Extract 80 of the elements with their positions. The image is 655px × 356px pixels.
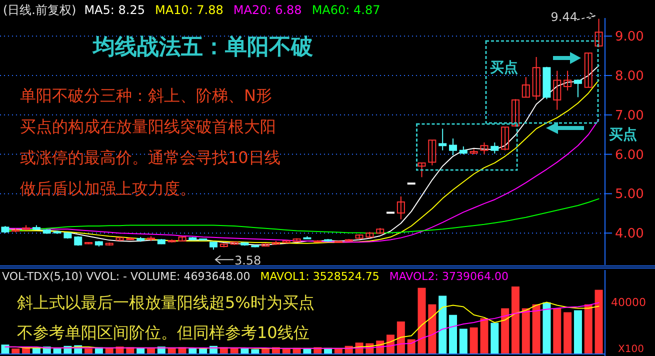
bar bbox=[303, 348, 312, 354]
bar bbox=[511, 286, 520, 354]
y-tick-label: 5.00 bbox=[615, 187, 644, 202]
candlestick bbox=[574, 78, 582, 98]
bar bbox=[230, 348, 238, 354]
bar bbox=[438, 296, 447, 354]
bar bbox=[168, 348, 176, 354]
candlestick bbox=[532, 56, 540, 100]
chart-subtitle: (日线.前复权) bbox=[3, 3, 76, 17]
candlestick bbox=[522, 76, 530, 98]
y-tick-label: 6.00 bbox=[615, 148, 644, 163]
text: MA5: 8.25 bbox=[84, 3, 145, 17]
annotation: 做后盾以加强上攻力度。 bbox=[20, 179, 196, 198]
candlestick bbox=[564, 70, 572, 91]
bar bbox=[553, 308, 562, 354]
text: 买点 bbox=[609, 127, 637, 143]
candlestick bbox=[594, 18, 603, 48]
bar bbox=[418, 288, 426, 354]
candlestick bbox=[584, 52, 592, 88]
bar bbox=[470, 327, 478, 354]
bar bbox=[147, 348, 155, 354]
candlestick bbox=[438, 128, 447, 151]
text: MA20: 6.88 bbox=[233, 3, 302, 17]
bar bbox=[12, 348, 20, 354]
candlestick bbox=[480, 142, 488, 155]
bar bbox=[542, 302, 551, 354]
text: MAVOL1: 3528524.75 bbox=[260, 270, 380, 283]
candlestick bbox=[511, 98, 520, 128]
bar bbox=[564, 312, 572, 354]
annotation: 9.44 bbox=[550, 10, 578, 24]
annotation: 买点 bbox=[490, 60, 518, 76]
bar bbox=[501, 308, 510, 354]
bar bbox=[105, 348, 114, 354]
bar bbox=[490, 322, 499, 354]
bar bbox=[199, 348, 208, 354]
bar bbox=[407, 339, 416, 354]
bar bbox=[1, 344, 10, 354]
bar bbox=[428, 304, 436, 354]
annotation: 买点的构成在放量阳线突破首根大阳 bbox=[20, 117, 276, 136]
candlestick bbox=[553, 70, 562, 110]
candlestick bbox=[490, 142, 499, 154]
bar bbox=[334, 348, 342, 354]
text: MA60: 4.87 bbox=[312, 3, 380, 17]
candlestick bbox=[428, 140, 436, 166]
annotation: 3.58 bbox=[234, 254, 262, 268]
bar bbox=[532, 304, 540, 354]
text: 40000 bbox=[611, 296, 646, 309]
bar bbox=[188, 348, 197, 354]
text: MAVOL2: 3739064.00 bbox=[389, 270, 508, 283]
bar bbox=[240, 348, 249, 354]
annotation: 不参考单阳区间阶位。但同样参考10线位 bbox=[17, 323, 310, 342]
bar bbox=[459, 328, 468, 354]
y-tick-label: 4.00 bbox=[615, 226, 644, 242]
bar bbox=[449, 314, 457, 354]
bar bbox=[84, 348, 93, 354]
bar bbox=[32, 348, 40, 354]
annotation: 斜上式以最后一根放量阳线超5%时为买点 bbox=[17, 293, 314, 312]
text: 均线战法五：单阳不破 bbox=[92, 35, 314, 60]
bar bbox=[251, 349, 260, 354]
y-tick-label: 9.00 bbox=[615, 30, 644, 45]
candlestick bbox=[501, 126, 510, 151]
bar bbox=[480, 318, 488, 354]
annotation: 或涨停的最高价。通常会寻找10日线 bbox=[20, 148, 280, 167]
text: MA10: 7.88 bbox=[154, 3, 224, 17]
bar bbox=[594, 290, 603, 354]
bar bbox=[136, 348, 145, 354]
text: X100 bbox=[618, 344, 644, 355]
candlestick bbox=[449, 138, 457, 156]
y-tick-label: 7.00 bbox=[615, 108, 644, 124]
chart-title: VOL-TDX(5,10) VVOL: - VOLUME: 4693648.00 bbox=[2, 270, 250, 283]
candlestick bbox=[418, 162, 426, 178]
candlestick bbox=[396, 196, 405, 220]
bar bbox=[396, 321, 405, 354]
y-tick-label: 8.00 bbox=[615, 69, 644, 84]
bar bbox=[584, 304, 592, 354]
bar bbox=[282, 348, 290, 354]
annotation: 单阳不破分三种：斜上、阶梯、N形 bbox=[20, 86, 272, 105]
bar bbox=[574, 310, 582, 354]
bar bbox=[53, 348, 62, 354]
bar bbox=[522, 308, 530, 354]
